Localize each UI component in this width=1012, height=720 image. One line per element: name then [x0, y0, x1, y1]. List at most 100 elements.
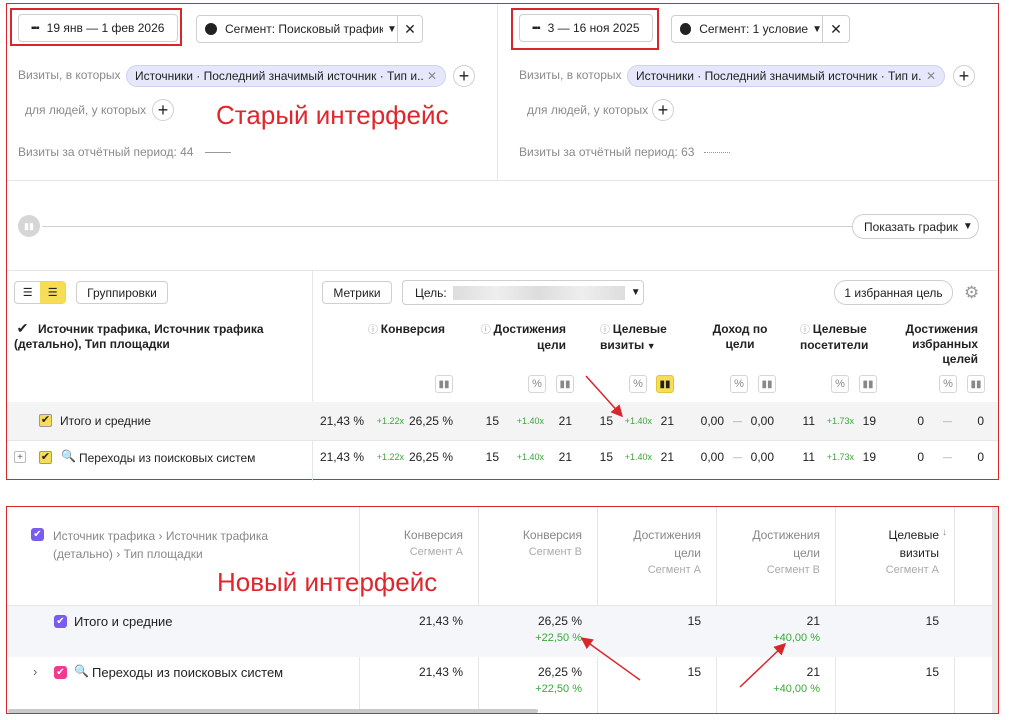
header-checkbox[interactable]: ✔ [16, 319, 29, 336]
groupings-button[interactable]: Группировки [76, 281, 168, 304]
new-col-segment: Сегмент А [647, 564, 701, 576]
search-engine-icon: 🔍 [74, 664, 89, 678]
goal-select[interactable]: Цель: ▼ [402, 280, 644, 305]
close-icon[interactable]: ✕ [925, 69, 936, 83]
view-toggle: ☰ ☰ [14, 281, 66, 304]
old-row-cell: 15 [485, 450, 499, 464]
horizontal-scrollbar[interactable] [8, 709, 538, 713]
header-checkbox[interactable]: ✔ [31, 528, 44, 541]
new-row-delta: +40,00 % [773, 683, 820, 695]
old-row-cell: 21,43 % [319, 414, 364, 428]
new-col-title[interactable]: Достижения цели [633, 528, 701, 560]
old-row-cell: 11 [802, 414, 815, 428]
new-col-segment: Сегмент В [766, 564, 820, 576]
new-col-segment: Сегмент А [885, 564, 939, 576]
row-checkbox[interactable]: ✔ [39, 414, 52, 427]
new-row-delta: +40,00 % [773, 632, 820, 644]
visits-label-right: Визиты, в которых [519, 68, 622, 82]
old-row-cell: 0,00 [700, 414, 724, 428]
percent-icon[interactable]: % [939, 375, 957, 393]
bar-chart-icon[interactable]: ▮▮ [435, 375, 453, 393]
segment-clear-right[interactable]: ✕ [822, 15, 850, 43]
percent-icon[interactable]: % [831, 375, 849, 393]
old-row-cell: 0,00 [750, 450, 774, 464]
new-row-cell: 15 [925, 665, 939, 679]
percent-icon[interactable]: % [528, 375, 546, 393]
new-row-cell: 15 [925, 614, 939, 628]
col-conversion: ⓘ Конверсия [368, 322, 445, 336]
bar-chart-icon-active[interactable]: ▮▮ [656, 375, 674, 393]
bar-chart-icon[interactable]: ▮▮ [859, 375, 877, 393]
info-icon: ⓘ [368, 325, 381, 336]
new-row-cell: 15 [687, 614, 701, 628]
old-row-cell: +1.40x [624, 416, 652, 426]
bar-chart-icon[interactable]: ▮▮ [967, 375, 985, 393]
new-col-title[interactable]: Целевые визиты [888, 528, 939, 560]
condition-chip-right[interactable]: Источники · Последний значимый источник … [627, 65, 945, 87]
old-row-cell: 21,43 % [319, 450, 364, 464]
row-checkbox[interactable]: ✔ [39, 451, 52, 464]
sort-desc-icon[interactable]: ▼ [644, 341, 656, 351]
new-col-title[interactable]: Конверсия [522, 528, 582, 542]
date-range-button-left[interactable]: ▪▪▪ 19 янв — 1 фев 2026 [18, 14, 178, 42]
expand-icon[interactable]: + [14, 451, 26, 463]
new-col-title[interactable]: Конверсия [403, 528, 463, 542]
show-chart-button[interactable]: Показать график ▼ [852, 214, 979, 239]
chevron-right-icon[interactable]: › [33, 664, 38, 679]
date-range-button-right[interactable]: ▪▪▪ 3 — 16 ноя 2025 [519, 14, 653, 42]
old-row-cell: 0 [917, 414, 924, 428]
percent-icon[interactable]: % [629, 375, 647, 393]
bar-chart-icon[interactable]: ▮▮ [758, 375, 776, 393]
favorite-goal-button[interactable]: 1 избранная цель [834, 280, 953, 305]
dimension-header: Источник трафика, Источник трафика (дета… [14, 322, 264, 351]
metrics-button[interactable]: Метрики [322, 281, 392, 304]
add-people-condition-button-right[interactable]: + [652, 99, 674, 121]
add-people-condition-button-left[interactable]: + [152, 99, 174, 121]
annotation-old: Старый интерфейс [216, 100, 449, 130]
old-row-cell: — [943, 416, 952, 426]
segment-select-right[interactable]: Сегмент: 1 условие ▼ [671, 15, 823, 43]
old-total-row [7, 402, 998, 440]
old-row-cell: 21 [660, 414, 674, 428]
segment-select-left[interactable]: Сегмент: Поисковый трафик ▼ [196, 15, 398, 43]
segment-clear-left[interactable]: ✕ [397, 15, 423, 43]
row-label: Итого и средние [60, 414, 151, 428]
old-row-cell: +1.40x [624, 452, 652, 462]
gear-icon[interactable]: ⚙ [964, 283, 980, 302]
new-col-title[interactable]: Достижения цели [752, 528, 820, 560]
old-row-cell: — [733, 452, 742, 462]
old-row-cell: +1.22x [376, 452, 404, 462]
date-highlight-right [511, 8, 659, 50]
old-interface-frame [6, 3, 999, 480]
old-row-cell: +1.40x [516, 452, 544, 462]
period-visits-left: Визиты за отчётный период: 44 [18, 145, 231, 159]
percent-icon[interactable]: % [730, 375, 748, 393]
new-col-segment: Сегмент В [528, 546, 582, 558]
old-row-cell: 21 [660, 450, 674, 464]
add-condition-button-right[interactable]: + [953, 65, 975, 87]
sort-desc-icon[interactable]: ↓ [942, 527, 947, 538]
new-row-cell: 21,43 % [418, 614, 463, 628]
condition-chip-left[interactable]: Источники · Последний значимый источник … [126, 65, 446, 87]
row-checkbox[interactable]: ✔ [54, 666, 67, 679]
info-icon: ⓘ [800, 325, 813, 336]
chart-toggle-icon[interactable]: ▮▮ [18, 215, 40, 237]
col-fav-goals: Достижения избранных целей [905, 322, 978, 366]
add-condition-button-left[interactable]: + [453, 65, 475, 87]
list-view-icon[interactable]: ☰ [22, 287, 33, 299]
info-icon: ⓘ [480, 325, 494, 336]
pie-icon [205, 23, 217, 35]
dimension-header: Источник трафика › Источник трафика (дет… [53, 529, 269, 561]
close-icon[interactable]: ✕ [426, 69, 437, 83]
new-row-cell: 21,43 % [418, 665, 463, 679]
chevron-down-icon: ▼ [812, 23, 822, 35]
old-row-cell: 11 [802, 450, 815, 464]
tree-view-icon[interactable]: ☰ [40, 282, 65, 303]
people-label-right: для людей, у которых [527, 103, 649, 117]
vertical-scrollbar[interactable] [992, 507, 998, 713]
old-row-cell: 0 [977, 450, 984, 464]
old-row-cell: — [943, 452, 952, 462]
row-checkbox[interactable]: ✔ [54, 615, 67, 628]
col-goal-revenue: Доход по цели [712, 322, 768, 351]
bar-chart-icon[interactable]: ▮▮ [556, 375, 574, 393]
